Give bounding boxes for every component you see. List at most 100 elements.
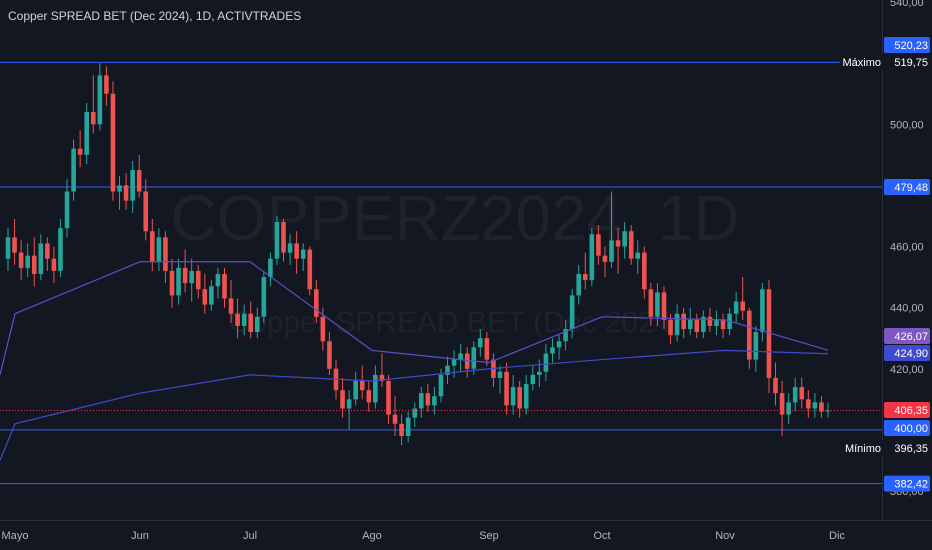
candle-body bbox=[622, 231, 627, 247]
candle-body bbox=[740, 301, 746, 311]
candle-body bbox=[694, 319, 700, 333]
candle-body bbox=[222, 274, 227, 299]
candle-body bbox=[195, 270, 201, 290]
candle-body bbox=[38, 243, 44, 275]
candle-body bbox=[156, 237, 162, 262]
candle-body bbox=[628, 231, 634, 259]
candle-body bbox=[746, 310, 752, 360]
candle-body bbox=[254, 316, 260, 333]
candle-body bbox=[71, 148, 76, 192]
price-tag-value: 382,42 bbox=[894, 479, 928, 491]
candle-body bbox=[136, 170, 142, 192]
candle-body bbox=[792, 387, 798, 403]
candle-body bbox=[235, 313, 240, 326]
candle-body bbox=[648, 289, 654, 317]
price-tag bbox=[884, 402, 930, 418]
price-tag bbox=[884, 37, 930, 53]
candle-body bbox=[478, 338, 483, 348]
candle-body bbox=[766, 289, 772, 378]
price-tag bbox=[884, 440, 930, 456]
candle-body bbox=[779, 393, 785, 415]
candle-body bbox=[392, 414, 398, 424]
candle-body bbox=[241, 313, 247, 326]
candle-body bbox=[64, 191, 70, 229]
candle-body bbox=[451, 359, 457, 366]
candle-body bbox=[825, 410, 831, 412]
candle-body bbox=[786, 402, 791, 415]
candle-body bbox=[373, 374, 378, 403]
time-axis-label: Oct bbox=[593, 530, 610, 542]
candle-body bbox=[97, 75, 103, 125]
candle-body bbox=[582, 274, 588, 281]
candle-body bbox=[655, 292, 660, 317]
price-tag-value: 479,48 bbox=[894, 182, 928, 194]
time-axis-label: Dic bbox=[829, 530, 845, 542]
candle-body bbox=[760, 289, 765, 333]
price-tag-value: 396,35 bbox=[894, 443, 928, 455]
price-axis-tick: 460,00 bbox=[890, 242, 924, 254]
moving-average-fast-line bbox=[0, 261, 829, 376]
candle-body bbox=[806, 399, 811, 409]
candle-body bbox=[25, 255, 30, 268]
candle-body bbox=[504, 371, 509, 406]
candle-body bbox=[425, 393, 431, 406]
candle-body bbox=[484, 338, 490, 360]
candle-body bbox=[563, 329, 568, 342]
candle-body bbox=[281, 222, 286, 253]
candle-body bbox=[150, 231, 155, 262]
candle-body bbox=[117, 185, 122, 192]
candle-body bbox=[215, 274, 221, 287]
candle-body bbox=[812, 402, 818, 409]
candle-body bbox=[130, 170, 135, 201]
candle-body bbox=[307, 249, 313, 290]
candle-body bbox=[510, 387, 516, 406]
candles-group bbox=[5, 63, 831, 446]
candle-body bbox=[497, 371, 503, 378]
time-axis-label: Jun bbox=[131, 530, 149, 542]
price-tag-label-box bbox=[840, 440, 884, 456]
price-tag-value: 426,07 bbox=[894, 331, 928, 343]
candle-body bbox=[202, 289, 208, 305]
candle-body bbox=[379, 374, 385, 381]
price-axis-tick: 540,00 bbox=[890, 0, 924, 9]
candle-body bbox=[432, 396, 437, 406]
candle-body bbox=[123, 185, 129, 201]
time-axis-label: Nov bbox=[715, 530, 735, 542]
price-axis-tick: 420,00 bbox=[890, 364, 924, 376]
candle-body bbox=[366, 390, 372, 403]
candle-body bbox=[674, 313, 680, 336]
candle-body bbox=[268, 258, 273, 278]
candle-body bbox=[445, 365, 450, 375]
candle-body bbox=[589, 234, 595, 281]
candle-body bbox=[294, 243, 299, 259]
candle-body bbox=[353, 380, 358, 400]
candle-body bbox=[530, 374, 536, 385]
candle-body bbox=[169, 270, 175, 296]
candle-body bbox=[537, 371, 542, 375]
candle-body bbox=[274, 222, 280, 259]
price-tag-value: 519,75 bbox=[894, 57, 928, 69]
candle-body bbox=[5, 237, 11, 259]
price-tag-value: 520,23 bbox=[894, 40, 928, 52]
candle-body bbox=[602, 255, 608, 262]
moving-average-slow-line bbox=[0, 349, 829, 461]
candle-body bbox=[707, 316, 713, 326]
candle-body bbox=[287, 243, 293, 253]
candle-body bbox=[714, 319, 719, 326]
candle-body bbox=[51, 258, 57, 271]
price-tag-label: Máximo bbox=[842, 57, 881, 69]
candle-body bbox=[661, 292, 667, 320]
price-tag-value: 400,00 bbox=[894, 423, 928, 435]
candle-body bbox=[523, 384, 529, 409]
candle-body bbox=[189, 270, 194, 284]
candle-body bbox=[182, 267, 188, 284]
price-axis-tick: 500,00 bbox=[890, 119, 924, 131]
candle-body bbox=[110, 93, 116, 192]
candle-body bbox=[458, 353, 463, 360]
candle-body bbox=[340, 390, 345, 409]
candle-body bbox=[359, 380, 365, 391]
candle-body bbox=[248, 313, 254, 333]
candle-body bbox=[668, 319, 673, 336]
time-axis-label: Sep bbox=[479, 530, 499, 542]
